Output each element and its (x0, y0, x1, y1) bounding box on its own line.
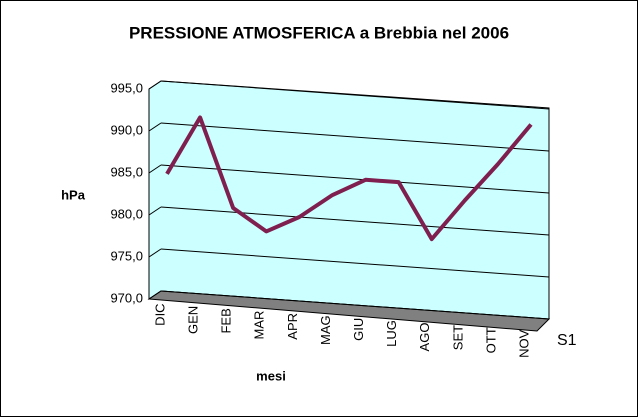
grid-line-side (148, 80, 162, 90)
x-tick-label: NOV (516, 329, 531, 358)
y-axis-title: hPa (61, 187, 86, 202)
grid-line (160, 206, 550, 236)
x-tick-label: AGO (417, 323, 432, 352)
y-tick-label: 995,0 (110, 80, 143, 95)
x-tick-label: LUG (384, 320, 399, 347)
grid-line (160, 122, 550, 152)
x-tick-label: OTT (483, 327, 498, 353)
grid-line-side (148, 206, 162, 216)
chart-title: PRESSIONE ATMOSFERICA a Brebbia nel 2006 (129, 23, 509, 42)
grid-line-side (148, 164, 162, 174)
grid-line-side (148, 290, 162, 300)
x-tick-label: APR (285, 313, 300, 340)
grid-line (160, 164, 550, 194)
y-tick-label: 975,0 (110, 248, 143, 263)
grid-line-side (148, 122, 162, 132)
legend-entry: S1 (557, 332, 577, 349)
x-tick-label: FEB (219, 308, 234, 333)
grid-line (160, 80, 550, 110)
series-line (165, 115, 533, 242)
x-tick-label: GIU (351, 318, 366, 341)
grid-line-side (148, 248, 162, 258)
grid-line (160, 290, 550, 320)
x-tick-label: SET (450, 325, 465, 350)
x-axis-title: mesi (256, 368, 286, 383)
x-tick-label: DIC (152, 303, 167, 325)
x-tick-label: GEN (186, 306, 201, 334)
y-tick-label: 980,0 (110, 206, 143, 221)
x-tick-label: MAR (252, 311, 267, 340)
y-tick-label: 985,0 (110, 164, 143, 179)
back-wall (148, 80, 550, 320)
y-tick-label: 990,0 (110, 122, 143, 137)
y-tick-label: 970,0 (110, 290, 143, 305)
x-tick-label: MAG (318, 315, 333, 345)
grid-line (160, 248, 550, 278)
